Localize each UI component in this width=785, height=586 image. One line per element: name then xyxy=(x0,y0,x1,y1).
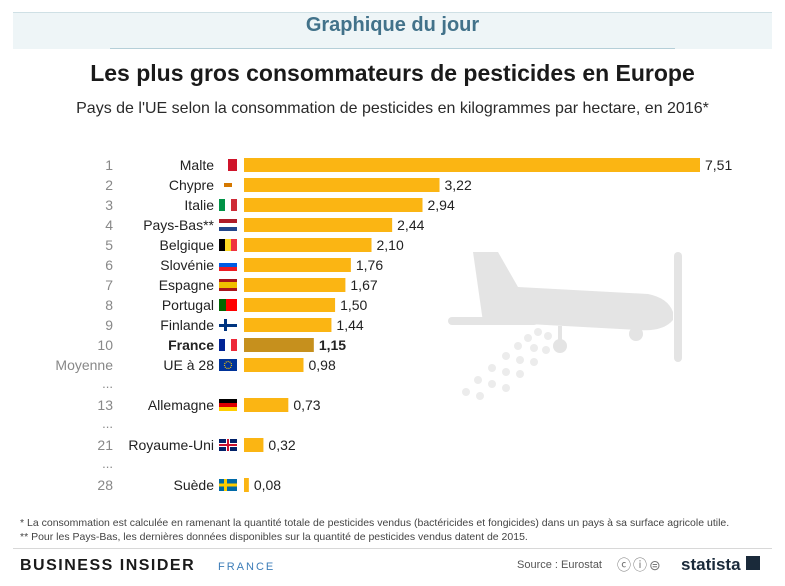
value-label: 1,15 xyxy=(319,337,346,353)
bar xyxy=(244,258,351,272)
header-divider xyxy=(110,48,675,49)
bar xyxy=(244,178,440,192)
flag-finland-icon xyxy=(219,319,237,331)
flag-germany-icon xyxy=(219,399,237,411)
category-label: Chypre xyxy=(169,177,214,193)
category-label: Belgique xyxy=(160,237,215,253)
bar xyxy=(244,278,346,292)
flag-france-icon xyxy=(219,339,237,351)
chart-subtitle: Pays de l'UE selon la consommation de pe… xyxy=(76,100,709,117)
value-label: 0,73 xyxy=(293,397,320,413)
value-label: 2,44 xyxy=(397,217,424,233)
category-label: Malte xyxy=(180,157,214,173)
rank-label: 21 xyxy=(97,437,113,453)
flag-netherlands-icon xyxy=(219,219,237,231)
bar xyxy=(244,318,332,332)
footnote-2: ** Pour les Pays-Bas, les dernières donn… xyxy=(20,531,528,543)
statista-logo: statista xyxy=(681,555,741,574)
flag-eu-icon xyxy=(219,359,237,371)
rank-label: 6 xyxy=(105,257,113,273)
flag-portugal-icon xyxy=(219,299,237,311)
flag-belgium-icon xyxy=(219,239,237,251)
value-label: 1,50 xyxy=(340,297,367,313)
rank-label: 28 xyxy=(97,477,113,493)
value-label: 0,32 xyxy=(268,437,295,453)
category-label: Italie xyxy=(184,197,214,213)
bar xyxy=(244,438,264,452)
bar xyxy=(244,298,336,312)
value-label: 0,08 xyxy=(254,477,281,493)
value-label: 2,94 xyxy=(428,197,455,213)
flag-malta-icon xyxy=(219,159,237,171)
header-band xyxy=(13,12,772,49)
bar-chart: 1 Malte 7,51 2 Chypre 3,22 3 Italie 2,94 4 Pays-Ba… xyxy=(55,157,732,493)
rank-label: 10 xyxy=(97,337,113,353)
gap-marker: ... xyxy=(102,456,113,471)
source-text: Source : Eurostat xyxy=(517,559,602,571)
value-label: 1,67 xyxy=(350,277,377,293)
rank-label: 13 xyxy=(97,397,113,413)
flag-spain-icon xyxy=(219,279,237,291)
rank-label: 5 xyxy=(105,237,113,253)
gap-marker: ... xyxy=(102,416,113,431)
bar xyxy=(244,158,700,172)
category-label: Royaume-Uni xyxy=(128,437,214,453)
value-label: 1,44 xyxy=(336,317,363,333)
category-label: Espagne xyxy=(159,277,214,293)
category-label: Allemagne xyxy=(148,397,214,413)
bar xyxy=(244,218,393,232)
crop-duster-plane-illustration xyxy=(448,252,682,400)
flag-italy-icon xyxy=(219,199,237,211)
rank-label: Moyenne xyxy=(55,357,113,373)
value-label: 0,98 xyxy=(309,357,336,373)
category-label: Pays-Bas** xyxy=(143,217,214,233)
category-label: Slovénie xyxy=(160,257,214,273)
category-label: Finlande xyxy=(160,317,214,333)
flag-sweden-icon xyxy=(219,479,237,491)
bar xyxy=(244,198,423,212)
category-label: Portugal xyxy=(162,297,214,313)
footer-divider xyxy=(13,548,772,549)
chart-title: Les plus gros consommateurs de pesticide… xyxy=(90,60,695,86)
value-label: 1,76 xyxy=(356,257,383,273)
value-label: 3,22 xyxy=(445,177,472,193)
bar xyxy=(244,478,249,492)
kicker: Graphique du jour xyxy=(305,14,480,36)
bar xyxy=(244,398,289,412)
brand-logo: BUSINESS INSIDER xyxy=(20,557,196,574)
gap-marker: ... xyxy=(102,376,113,391)
rank-label: 7 xyxy=(105,277,113,293)
footnote-1: * La consommation est calculée en ramena… xyxy=(20,517,730,529)
rank-label: 1 xyxy=(105,157,113,173)
value-label: 2,10 xyxy=(377,237,404,253)
brand-sub: FRANCE xyxy=(218,561,276,573)
bar xyxy=(244,338,314,352)
flag-slovenia-icon xyxy=(219,259,237,271)
rank-label: 3 xyxy=(105,197,113,213)
rank-label: 8 xyxy=(105,297,113,313)
cc-license-icon: ⓒⓘ⊜ xyxy=(617,557,663,573)
rank-label: 4 xyxy=(105,217,113,233)
category-label: Suède xyxy=(174,477,215,493)
rank-label: 9 xyxy=(105,317,113,333)
category-label: France xyxy=(168,337,214,353)
rank-label: 2 xyxy=(105,177,113,193)
statista-mark-icon xyxy=(746,556,760,570)
bar xyxy=(244,358,304,372)
bar xyxy=(244,238,372,252)
flag-cyprus-icon xyxy=(219,179,237,191)
category-label: UE à 28 xyxy=(163,357,214,373)
value-label: 7,51 xyxy=(705,157,732,173)
flag-uk-icon xyxy=(219,439,237,451)
